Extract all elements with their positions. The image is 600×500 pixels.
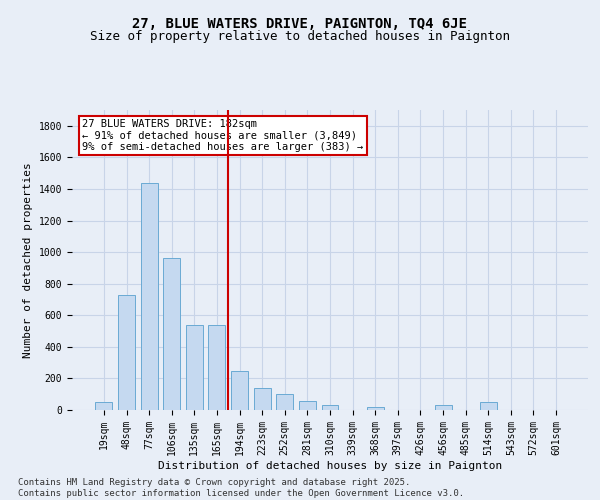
Bar bbox=[231, 372, 248, 410]
Y-axis label: Number of detached properties: Number of detached properties bbox=[23, 162, 33, 358]
Bar bbox=[367, 407, 383, 410]
Bar bbox=[208, 324, 226, 410]
Bar bbox=[322, 406, 338, 410]
Text: Contains HM Land Registry data © Crown copyright and database right 2025.
Contai: Contains HM Land Registry data © Crown c… bbox=[18, 478, 464, 498]
Bar bbox=[434, 406, 452, 410]
Bar bbox=[163, 258, 180, 410]
Text: 27, BLUE WATERS DRIVE, PAIGNTON, TQ4 6JE: 27, BLUE WATERS DRIVE, PAIGNTON, TQ4 6JE bbox=[133, 18, 467, 32]
Bar bbox=[254, 388, 271, 410]
Bar bbox=[140, 182, 158, 410]
Bar bbox=[299, 400, 316, 410]
Bar bbox=[480, 402, 497, 410]
Text: 27 BLUE WATERS DRIVE: 182sqm
← 91% of detached houses are smaller (3,849)
9% of : 27 BLUE WATERS DRIVE: 182sqm ← 91% of de… bbox=[82, 119, 364, 152]
Bar bbox=[186, 324, 203, 410]
Bar bbox=[95, 402, 112, 410]
Text: Size of property relative to detached houses in Paignton: Size of property relative to detached ho… bbox=[90, 30, 510, 43]
Bar bbox=[118, 294, 135, 410]
Bar bbox=[277, 394, 293, 410]
X-axis label: Distribution of detached houses by size in Paignton: Distribution of detached houses by size … bbox=[158, 460, 502, 470]
